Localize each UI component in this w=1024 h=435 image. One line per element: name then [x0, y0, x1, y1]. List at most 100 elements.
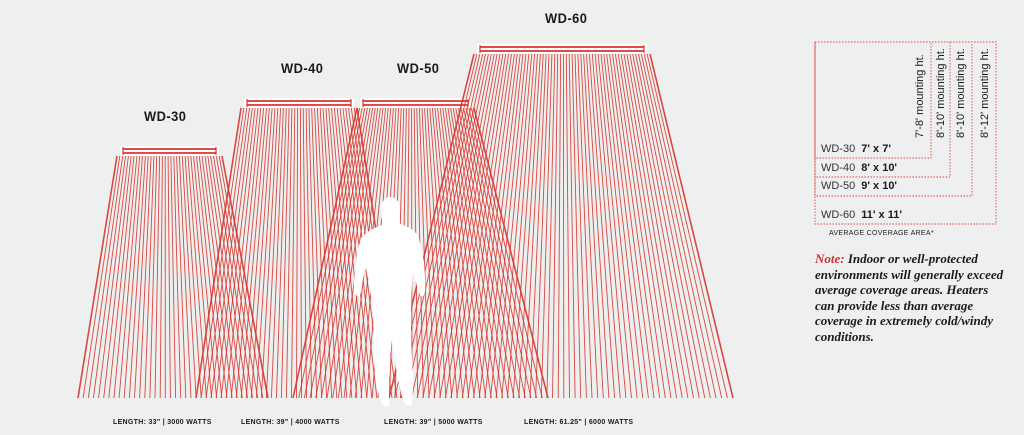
heat-ray: [98, 155, 129, 399]
heat-ray: [275, 107, 287, 399]
note-lead: Note:: [815, 251, 845, 266]
heat-ray: [614, 53, 666, 399]
heat-ray: [568, 53, 576, 399]
heat-ray: [315, 107, 368, 399]
person-silhouette-icon: [353, 197, 426, 407]
heat-ray: [463, 107, 526, 399]
heat-ray: [577, 53, 593, 399]
legend-box-wd-40: [814, 41, 951, 178]
heat-ray: [198, 155, 228, 399]
legend-area: 11' x 11': [861, 209, 902, 221]
legend-model: WD-40: [821, 162, 856, 174]
heat-ray: [159, 155, 163, 399]
heater-unit: [120, 146, 219, 156]
heat-ray: [468, 107, 538, 399]
heat-ray: [495, 53, 530, 399]
heat-ray: [518, 53, 541, 399]
heat-ray: [230, 107, 262, 399]
heat-ray: [473, 107, 549, 399]
heat-ray: [506, 53, 536, 399]
heat-ray: [552, 53, 559, 399]
beam-wd-60: [388, 44, 734, 399]
note-paragraph: Note: Indoor or well-protected environme…: [815, 251, 1005, 344]
heat-ray: [606, 53, 649, 399]
heat-ray: [298, 107, 361, 399]
heat-ray: [134, 155, 149, 399]
heat-ray: [484, 53, 524, 399]
model-label-wd-30: WD-30: [144, 108, 187, 124]
coverage-area-caption: AVERAGE COVERAGE AREA*: [829, 230, 934, 237]
heat-ray: [195, 107, 242, 399]
legend-model: WD-60: [821, 209, 856, 221]
heat-ray: [444, 53, 504, 399]
heat-ray: [588, 53, 616, 399]
heat-ray: [305, 107, 313, 399]
heat-ray: [646, 53, 728, 399]
heat-ray: [302, 107, 307, 399]
heat-ray: [609, 53, 655, 399]
heat-ray: [535, 53, 550, 399]
heat-ray: [478, 53, 521, 399]
heat-ray: [571, 53, 582, 399]
heat-ray: [240, 107, 267, 399]
heat-ray: [465, 107, 532, 399]
heat-ray: [339, 107, 373, 399]
mounting-height-wd-40: 8'-10' mounting ht.: [935, 48, 947, 138]
model-label-wd-50: WD-50: [397, 60, 440, 76]
heat-ray: [422, 53, 492, 399]
legend-row-wd-30: WD-30 7' x 7': [821, 143, 891, 155]
heat-ray: [574, 53, 587, 399]
heater-unit: [477, 44, 647, 54]
heat-ray: [501, 53, 533, 399]
heat-ray: [144, 155, 155, 399]
heat-ray: [265, 107, 282, 399]
heat-ray: [580, 53, 599, 399]
heat-ray: [640, 53, 717, 399]
heat-ray: [529, 53, 547, 399]
heat-ray: [108, 155, 135, 399]
heat-ray: [149, 155, 158, 399]
heat-ray: [594, 53, 627, 399]
heat-ray: [428, 53, 495, 399]
length-label-wd-60: LENGTH: 61.25" | 6000 WATTS: [524, 419, 634, 426]
heat-ray: [331, 107, 358, 399]
legend-area: 7' x 7': [861, 143, 891, 155]
heat-ray: [612, 53, 661, 399]
legend-model: WD-30: [821, 143, 856, 155]
heat-ray: [87, 155, 124, 399]
heat-ray: [416, 53, 489, 399]
heat-ray: [207, 155, 243, 399]
heat-ray: [452, 107, 504, 399]
heat-ray: [649, 53, 734, 399]
heat-ray: [328, 107, 353, 399]
heat-ray: [512, 53, 538, 399]
heat-ray: [617, 53, 672, 399]
heat-ray: [540, 53, 553, 399]
legend-row-wd-60: WD-60 11' x 11': [821, 209, 902, 221]
heat-ray: [201, 155, 233, 399]
beam-wd-30: [77, 146, 269, 399]
heat-ray: [205, 107, 248, 399]
heat-ray: [173, 155, 182, 399]
legend-area: 9' x 10': [861, 180, 898, 192]
heat-ray: [309, 107, 366, 399]
heat-ray: [332, 107, 376, 399]
legend-dotted-lines: [814, 41, 997, 225]
legend-row-wd-50: WD-50 9' x 10': [821, 180, 897, 192]
heat-ray: [565, 53, 570, 399]
heat-ray: [221, 155, 269, 399]
heat-ray: [178, 155, 192, 399]
heat-ray: [320, 107, 371, 399]
heat-ray: [303, 107, 363, 399]
heat-ray: [200, 107, 245, 399]
heat-ray: [291, 107, 296, 399]
heat-ray: [603, 53, 644, 399]
heat-ray: [557, 53, 562, 399]
heat-ray: [583, 53, 604, 399]
heat-ray: [184, 155, 202, 399]
heat-ray: [399, 53, 481, 399]
heater-unit: [360, 98, 471, 108]
heat-ray: [213, 155, 254, 399]
heat-ray: [296, 107, 299, 399]
heat-ray: [260, 107, 279, 399]
